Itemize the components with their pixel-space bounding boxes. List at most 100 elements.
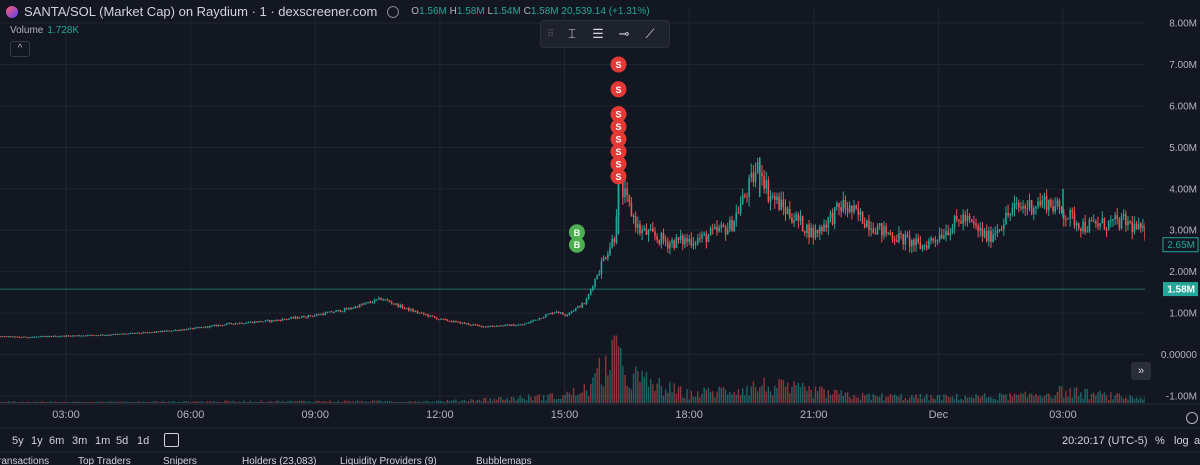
eye-icon[interactable] [387,5,400,18]
candle-body [228,322,230,324]
candle-body [315,314,318,316]
horizontal-lines-icon[interactable]: ☰ [592,26,604,41]
volume-bar [932,398,934,403]
x-tick-label: 09:00 [301,409,329,421]
volume-bar [677,386,680,403]
volume-bar [1125,397,1127,403]
candle-body [168,330,170,332]
drag-grip-icon[interactable]: ⠿ [546,28,554,40]
candle-body [709,228,712,236]
candle-body [1125,214,1127,226]
candle-body [358,304,361,308]
horizontal-line-icon[interactable]: ⊸ [618,26,630,41]
bottom-toolbar: 5y 1y 6m 3m 1m 5d 1d 20:20:17 (UTC-5) % … [0,430,1200,452]
timeframe-5y[interactable]: 5y [12,435,24,447]
tab-liquidity-providers[interactable]: Liquidity Providers (9) [340,456,437,465]
volume-bar [354,401,357,403]
volume-bar [605,355,607,403]
volume-bar [555,399,558,403]
volume-bar [703,387,705,403]
text-cursor-icon[interactable]: ⌶ [568,26,576,41]
volume-bar [44,402,46,403]
candle-body [600,261,603,274]
volume-bar [1043,395,1046,403]
candle-body [765,180,768,189]
candle-body [108,334,110,336]
volume-bar [592,377,594,403]
clock-readout[interactable]: 20:20:17 (UTC-5) [1062,435,1148,447]
candle-body [440,318,442,320]
percent-toggle[interactable]: % [1155,435,1165,447]
volume-bar [602,386,605,403]
volume-bar [1028,393,1031,403]
low-value: 1.54M [493,6,521,17]
volume-bar [140,402,142,403]
volume-bar [448,400,451,403]
candle-body [962,214,964,224]
auto-toggle[interactable]: a [1194,435,1200,447]
trend-line-icon[interactable]: ⟋ [645,26,655,41]
candle-body [799,215,802,221]
candle-body [744,195,746,197]
volume-bar [108,401,110,403]
tab-top-traders[interactable]: Top Traders [78,456,131,465]
calendar-icon[interactable] [164,433,179,447]
volume-bar [459,401,461,403]
timeframe-1m[interactable]: 1m [95,435,111,447]
candle-body [204,326,207,328]
log-toggle[interactable]: log [1174,435,1189,447]
sell-marker-label: S [615,147,621,157]
volume-bar [617,346,620,403]
candle-body [463,322,466,324]
timeframe-1y[interactable]: 1y [31,435,43,447]
volume-bar [769,391,772,403]
candle-body [746,196,748,198]
collapse-legend-button[interactable]: ^ [10,41,30,57]
low-label: L [487,6,494,17]
timeframe-5d[interactable]: 5d [116,435,129,447]
volume-bar [12,401,14,403]
volume-bar [1020,392,1022,403]
candle-body [345,308,348,310]
candle-body [414,311,417,313]
candle-body [373,299,376,303]
candle-body [20,337,23,339]
candle-body [801,215,804,232]
timeframe-3m[interactable]: 3m [72,435,88,447]
tab-bubblemaps[interactable]: Bubblemaps [476,456,532,465]
volume-bar [947,396,949,403]
volume-bar [797,382,800,403]
tab-transactions[interactable]: ransactions [0,456,50,465]
volume-bar [634,366,637,403]
volume-bar [395,402,397,403]
candle-body [990,230,992,243]
candle-body [1095,221,1097,224]
volume-bar [269,401,271,403]
scroll-to-realtime-button[interactable]: » [1131,362,1151,380]
candle-body [821,226,823,232]
timeframe-6m[interactable]: 6m [49,435,65,447]
candle-body [1133,223,1136,232]
candle-body [35,336,38,338]
tab-snipers[interactable]: Snipers [163,456,197,465]
candle-body [649,228,652,231]
volume-bar [204,402,207,403]
candle-body [502,325,504,327]
candle-body [1099,223,1101,227]
candle-body [281,318,284,321]
candle-body [583,303,586,305]
volume-bar [697,391,699,403]
candle-body [1052,206,1054,212]
volume-bar [209,401,211,403]
candle-body [532,320,534,322]
volume-bar [29,401,31,403]
candle-body [172,330,175,332]
tab-holders[interactable]: Holders (23,083) [242,456,317,465]
volume-bar [654,390,656,403]
timeframe-1d[interactable]: 1d [137,435,150,447]
candle-body [1007,212,1009,216]
candle-body [335,310,337,313]
volume-bar [423,401,425,403]
settings-gear-icon[interactable] [1186,412,1198,424]
